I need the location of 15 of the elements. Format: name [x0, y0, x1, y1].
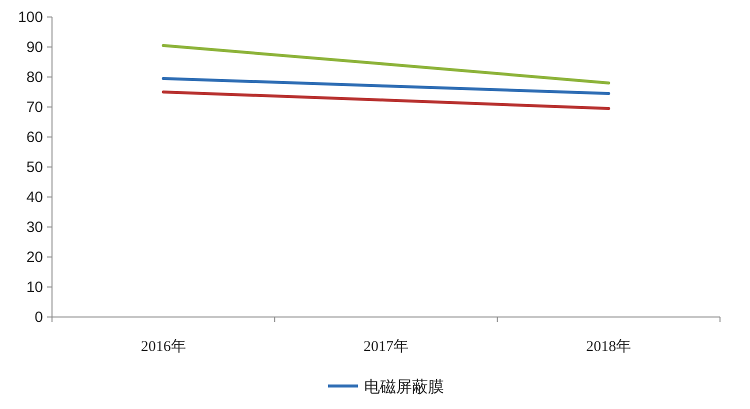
legend-label: 电磁屏蔽膜: [364, 378, 444, 396]
y-tick-label: 70: [26, 99, 43, 116]
x-tick-label: 2017年: [364, 338, 408, 355]
x-tick-label: 2016年: [140, 338, 186, 355]
y-tick-label: 20: [26, 249, 43, 266]
x-tick-label: 2018年: [586, 338, 632, 355]
y-tick-label: 60: [26, 129, 43, 146]
y-tick-label: 50: [26, 159, 43, 176]
y-tick-label: 90: [26, 39, 43, 56]
y-tick-label: 30: [26, 219, 43, 236]
y-tick-label: 40: [26, 189, 43, 206]
y-tick-label: 80: [26, 69, 43, 86]
y-tick-label: 10: [26, 279, 43, 296]
y-tick-label: 100: [18, 9, 43, 26]
y-tick-label: 0: [34, 309, 43, 326]
